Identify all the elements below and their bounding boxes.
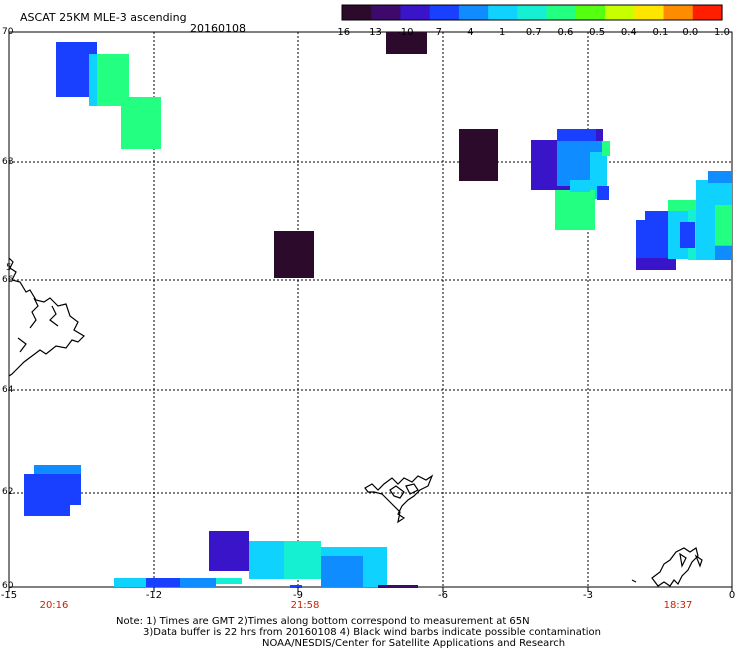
colorbar-tick-label: -0.7 [522, 27, 542, 38]
colorbar-tick-label: -16 [333, 27, 351, 38]
time-label-3: 18:37 [663, 600, 693, 611]
colorbar-tick-label: -0.5 [585, 27, 606, 38]
faroe-coastline [364, 474, 434, 524]
colorbar-swatch [517, 5, 548, 20]
coastlines [8, 257, 703, 587]
colorbar-swatch [458, 5, 489, 20]
colorbar-swatch [371, 5, 402, 20]
colorbar [341, 4, 723, 21]
colorbar-swatch [605, 5, 635, 20]
colorbar-swatch [488, 5, 518, 20]
colorbar-tick-label: -0.6 [553, 27, 574, 38]
colorbar-swatch [429, 5, 460, 20]
lat-label-64: 64 [2, 385, 14, 395]
colorbar-tick-label: 1.0 [714, 27, 730, 38]
note-line-3: NOAA/NESDIS/Center for Satellite Applica… [262, 638, 566, 649]
lon-label-minus-6: -6 [438, 590, 448, 601]
colorbar-swatch [546, 5, 577, 20]
lat-label-68: 68 [2, 157, 14, 167]
colorbar-swatch [634, 5, 665, 20]
stray-label: 5 [6, 263, 12, 273]
grid-lines [9, 32, 732, 587]
colorbar-tick-label: -1 [495, 27, 506, 38]
colorbar-tick-label: 0.0 [682, 27, 699, 38]
lat-label-66: 66 [2, 275, 14, 285]
map-frame [8, 31, 733, 588]
colorbar-tick-label: -0.4 [617, 27, 637, 38]
note-line-2: 3)Data buffer is 22 hrs from 20160108 4)… [143, 627, 601, 638]
axis-ticks [8, 587, 733, 592]
colorbar-tick-label: -10 [397, 27, 414, 38]
time-label-1: 20:16 [39, 600, 69, 611]
colorbar-swatch [400, 5, 431, 20]
map-title: ASCAT 25KM MLE-3 ascending [20, 11, 187, 24]
lat-label-60: 60 [2, 581, 14, 591]
lon-label-minus-15: -15 [0, 590, 18, 601]
colorbar-swatch [575, 5, 606, 20]
colorbar-swatch [342, 5, 372, 20]
colorbar-tick-label: -13 [365, 27, 382, 38]
colorbar-tick-label: -7 [432, 27, 442, 38]
map-date: 20160108 [190, 22, 246, 35]
time-label-2: 21:58 [290, 600, 320, 611]
colorbar-tick-label: -4 [463, 27, 474, 38]
colorbar-frame [341, 4, 723, 21]
lon-label-minus-12: -12 [145, 590, 163, 601]
lat-label-62: 62 [2, 487, 14, 497]
lon-label-minus-3: -3 [583, 590, 593, 601]
lon-label-minus-9: -9 [293, 590, 303, 601]
shetland-coastline [651, 547, 699, 587]
lat-label-70: 70 [2, 27, 14, 37]
iceland-coastline [8, 257, 85, 377]
note-line-1: Note: 1) Times are GMT 2)Times along bot… [116, 616, 530, 627]
lon-label-0: 0 [728, 590, 736, 601]
colorbar-swatch [663, 5, 694, 20]
wind-data-cells [24, 32, 732, 588]
colorbar-swatch [692, 5, 723, 20]
colorbar-tick-label: -0.1 [648, 27, 669, 38]
